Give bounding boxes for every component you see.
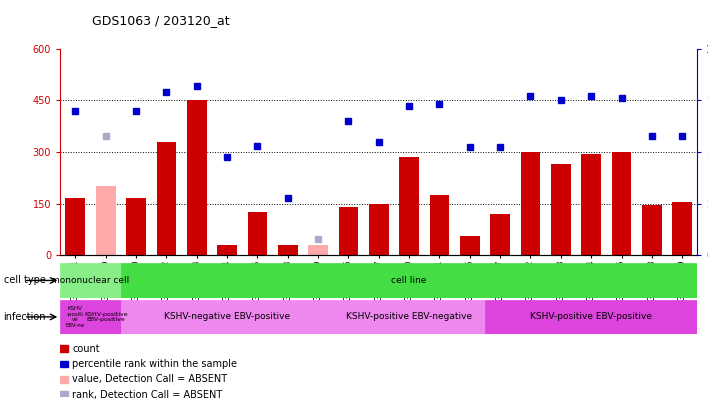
Text: infection: infection (4, 312, 46, 322)
Bar (460, 236, 480, 255)
Bar (187, 100, 207, 255)
Text: value, Detection Call = ABSENT: value, Detection Call = ABSENT (72, 374, 227, 384)
Text: KSHV-positive EBV-positive: KSHV-positive EBV-positive (530, 312, 652, 322)
Text: KSHV-positive
EBV-positive: KSHV-positive EBV-positive (84, 311, 127, 322)
Bar (399, 157, 419, 255)
Bar (333, 300, 485, 334)
Bar (156, 142, 176, 255)
Bar (217, 245, 237, 255)
Bar (673, 202, 692, 255)
Bar (338, 207, 358, 255)
Bar (581, 153, 601, 255)
Text: KSHV-negative EBV-positive: KSHV-negative EBV-positive (164, 312, 290, 322)
Bar (91, 300, 121, 334)
Bar (60, 391, 68, 398)
Bar (485, 300, 697, 334)
Bar (520, 152, 540, 255)
Text: KSHV-positive EBV-negative: KSHV-positive EBV-negative (346, 312, 472, 322)
Bar (60, 360, 68, 367)
Bar (60, 263, 121, 298)
Text: rank, Detection Call = ABSENT: rank, Detection Call = ABSENT (72, 390, 222, 400)
Bar (551, 164, 571, 255)
Bar (121, 300, 333, 334)
Bar (430, 195, 450, 255)
Bar (369, 203, 389, 255)
Bar (60, 376, 68, 383)
Text: cell type: cell type (4, 275, 45, 286)
Bar (96, 186, 115, 255)
Text: KSHV
-positi
ve
EBV-ne: KSHV -positi ve EBV-ne (66, 306, 85, 328)
Bar (308, 245, 328, 255)
Bar (612, 152, 632, 255)
Bar (248, 212, 267, 255)
Text: mononuclear cell: mononuclear cell (52, 276, 130, 285)
Bar (642, 205, 662, 255)
Text: percentile rank within the sample: percentile rank within the sample (72, 359, 237, 369)
Bar (66, 198, 85, 255)
Text: cell line: cell line (392, 276, 427, 285)
Bar (126, 198, 146, 255)
Bar (490, 214, 510, 255)
Bar (278, 245, 297, 255)
Bar (60, 345, 68, 352)
Text: count: count (72, 344, 100, 354)
Bar (60, 300, 91, 334)
Text: GDS1063 / 203120_at: GDS1063 / 203120_at (92, 14, 229, 27)
